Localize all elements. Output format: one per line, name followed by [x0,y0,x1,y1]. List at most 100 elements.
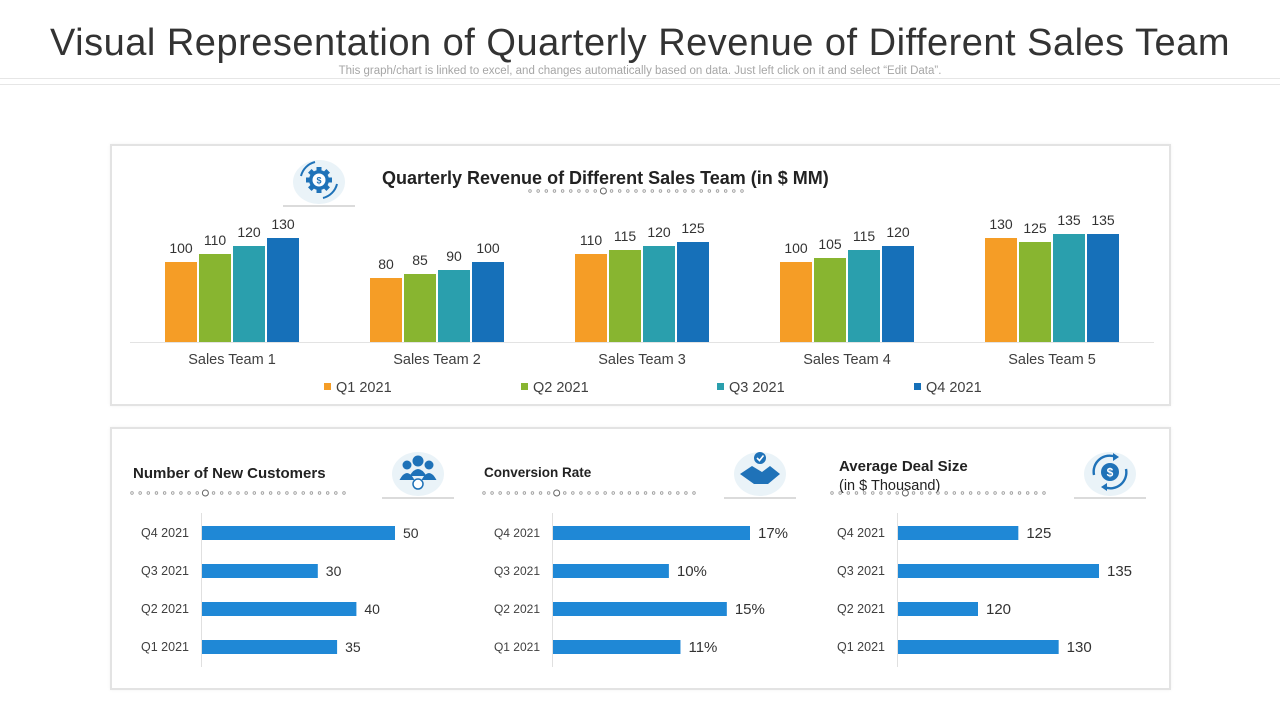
rule-dot [195,491,199,495]
dollar-glyph: $ [316,176,321,186]
bar-q2-2021[interactable] [1019,242,1051,342]
rule-dot [522,491,527,495]
bar-q1-2021[interactable] [985,238,1017,342]
rule-dot [309,491,314,495]
coin [1101,463,1119,481]
rule-dot [595,491,599,495]
kpi-charts[interactable]: Number of New Customers Q4 2021 50 Q3 2021 3… [112,429,1169,688]
category-label: Q3 2021 [837,564,885,578]
bar-q4-2021[interactable] [472,262,504,342]
rule-dot [871,491,875,495]
rule-dot [252,491,257,495]
data-label: 130 [1067,639,1092,656]
check-badge [754,452,766,464]
rule-dot [658,189,663,193]
rule-dot [146,491,151,495]
data-label: 110 [580,232,603,248]
bar-q1-2021[interactable] [165,262,197,342]
rule-dot [862,491,867,495]
hbar[interactable] [553,526,750,540]
revenue-chart-panel: $ Quarterly Revenue of Different Sales Te… [110,144,1171,406]
rule-dot [643,491,648,495]
data-label: 17% [758,525,788,542]
data-label: 115 [614,228,637,244]
rule-dot [187,491,191,495]
bar-q4-2021[interactable] [882,246,914,342]
rule-dot [536,189,540,193]
legend-q3-2021[interactable]: Q3 2021 [729,380,785,396]
legend-q1-2021[interactable]: Q1 2021 [336,380,392,396]
rule-dot [571,491,575,495]
bar-q2-2021[interactable] [609,250,641,342]
hbar[interactable] [898,602,978,616]
bar-q1-2021[interactable] [575,254,607,342]
data-label: 115 [853,228,876,244]
rule-dot [179,491,183,495]
category-label: Q3 2021 [141,564,189,578]
rule-dot [659,491,664,495]
bar-q4-2021[interactable] [1087,234,1119,342]
bar-q3-2021[interactable] [643,246,675,342]
hbar[interactable] [202,640,338,654]
rule-dot [968,491,973,495]
hbar[interactable] [553,564,669,578]
rule-dot [650,189,655,193]
rule-dot [666,189,671,193]
bar-q4-2021[interactable] [677,242,709,342]
customer-group-icon [382,452,454,499]
rule-dot [895,491,899,495]
hbar[interactable] [898,640,1059,654]
rule-dot [740,189,744,193]
rule-dot [552,189,557,193]
rule-dot [684,491,688,495]
dollar-cycle-icon: $ [1074,452,1146,499]
rule-dot [301,491,305,495]
hbar[interactable] [553,602,727,616]
rule-marker [901,489,909,497]
bar-q3-2021[interactable] [848,250,880,342]
rule-dot [342,491,346,495]
title-dotted-rule [528,187,744,195]
rule-dot [546,491,551,495]
rule-dot [676,491,680,495]
bar-q3-2021[interactable] [1053,234,1085,342]
rule-dot [1034,491,1038,495]
rule-dot [236,491,240,495]
arrow-head [1101,483,1107,491]
legend-swatch [521,383,528,390]
data-label: 130 [271,216,295,232]
rule-dot [952,491,957,495]
rule-dot [317,491,322,495]
rule-dot [1042,491,1046,495]
legend-q2-2021[interactable]: Q2 2021 [533,380,589,396]
hbar[interactable] [898,526,1019,540]
cycle-arc [1103,468,1128,490]
revenue-chart[interactable]: $ Quarterly Revenue of Different Sales Te… [112,146,1169,404]
data-label: 11% [688,639,717,656]
rule-dot [560,189,565,193]
bar-q3-2021[interactable] [438,270,470,342]
legend-q4-2021[interactable]: Q4 2021 [926,380,982,396]
kpi-title: Number of New Customers [133,465,326,482]
bar-q1-2021[interactable] [370,278,402,342]
bar-q3-2021[interactable] [233,246,265,342]
hbar[interactable] [202,602,357,616]
category-label: Q2 2021 [494,602,540,616]
rule-dot [993,491,997,495]
rule-dot [911,491,916,495]
category-label: Q3 2021 [494,564,540,578]
bar-q2-2021[interactable] [814,258,846,342]
bar-q2-2021[interactable] [404,274,436,342]
data-label: 135 [1107,563,1132,580]
hbar[interactable] [553,640,681,654]
bar-q4-2021[interactable] [267,238,299,342]
hbar[interactable] [202,526,395,540]
hbar[interactable] [898,564,1099,578]
rule-dot [544,189,549,193]
bar-q2-2021[interactable] [199,254,231,342]
hbar[interactable] [202,564,318,578]
bar-q1-2021[interactable] [780,262,812,342]
rule-dot [219,491,224,495]
rule-dot [651,491,656,495]
rule-dot [692,491,696,495]
